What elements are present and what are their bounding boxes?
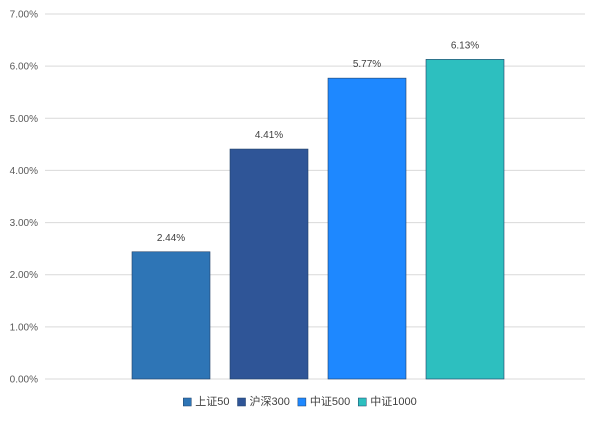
bar [327, 77, 407, 380]
y-tick-label: 6.00% [10, 62, 38, 73]
legend-swatch [357, 397, 367, 407]
legend-swatch [297, 397, 307, 407]
legend-swatch [237, 397, 246, 407]
legend-swatch [183, 397, 192, 407]
legend-label: 上证50 [195, 395, 229, 408]
y-tick-label: 4.00% [10, 166, 38, 177]
data-label: 6.13% [451, 40, 479, 51]
y-tick-label: 7.00% [10, 10, 38, 21]
data-label: 4.41% [255, 130, 283, 141]
y-tick-label: 2.00% [10, 270, 38, 281]
legend-label: 中证500 [310, 395, 350, 408]
data-label: 5.77% [353, 59, 381, 70]
bar [425, 59, 505, 380]
y-tick-label: 0.00% [10, 375, 38, 386]
y-tick-label: 1.00% [10, 322, 38, 333]
data-label: 2.44% [157, 233, 185, 244]
legend-label: 沪深300 [250, 394, 290, 408]
legend-label: 中证1000 [370, 395, 416, 408]
bar [131, 251, 211, 380]
bar [229, 148, 309, 380]
y-tick-label: 5.00% [10, 114, 38, 125]
y-tick-label: 3.00% [10, 218, 38, 229]
